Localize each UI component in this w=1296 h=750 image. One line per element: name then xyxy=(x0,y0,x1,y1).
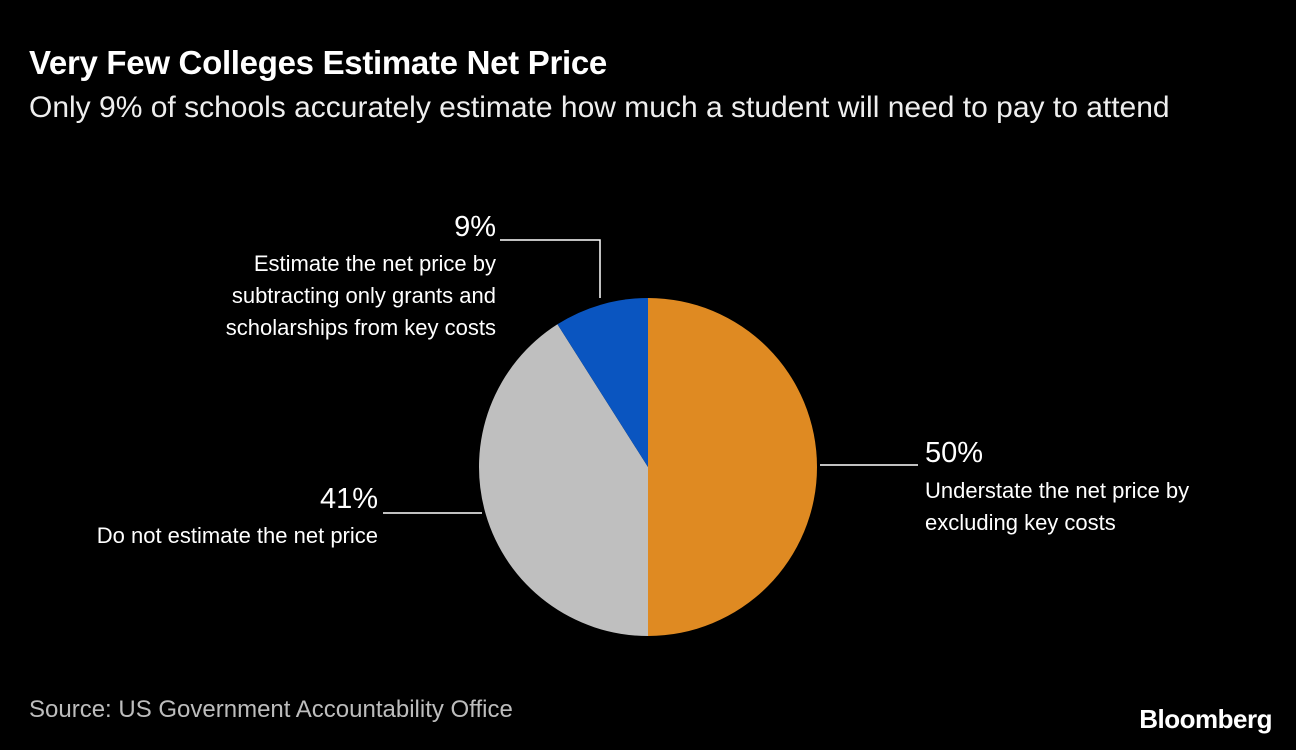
slice-category-label: scholarships from key costs xyxy=(226,315,496,340)
pie-slice xyxy=(648,298,817,636)
bloomberg-logo: Bloomberg xyxy=(1139,704,1272,734)
slice-category-label: subtracting only grants and xyxy=(232,283,496,308)
slice-category-label: Do not estimate the net price xyxy=(97,523,378,548)
slice-value-label: 41% xyxy=(320,483,378,515)
slice-category-label: Understate the net price by xyxy=(925,478,1189,503)
slice-category-label: Estimate the net price by xyxy=(254,251,496,276)
chart-subtitle: Only 9% of schools accurately estimate h… xyxy=(29,91,1170,124)
leader-line xyxy=(500,239,601,298)
chart-title: Very Few Colleges Estimate Net Price xyxy=(29,44,607,81)
slice-value-label: 9% xyxy=(454,211,496,243)
source-note: Source: US Government Accountability Off… xyxy=(29,696,513,723)
pie-slice xyxy=(557,298,648,467)
slice-value-label: 50% xyxy=(925,437,983,469)
pie-slice xyxy=(478,324,648,636)
slice-category-label: excluding key costs xyxy=(925,510,1116,535)
